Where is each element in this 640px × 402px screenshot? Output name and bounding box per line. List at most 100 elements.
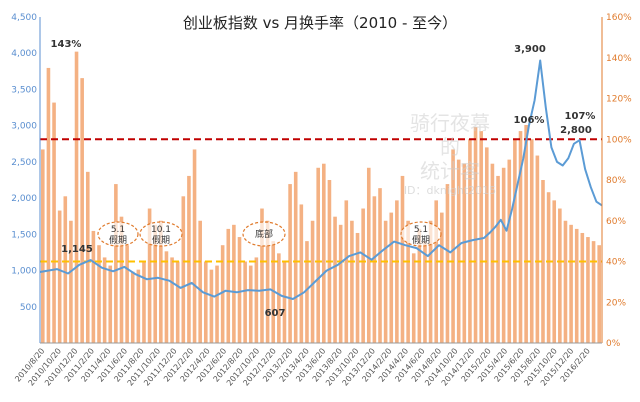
annotation-label: 607 — [265, 308, 286, 319]
turnover-bar — [395, 200, 399, 343]
turnover-bar — [490, 163, 495, 343]
turnover-bar — [434, 200, 439, 343]
turnover-bar — [293, 171, 298, 343]
left-tick-label: 500 — [20, 303, 37, 313]
oval-label-top: 10.1 — [151, 225, 171, 235]
turnover-bar — [164, 251, 169, 343]
turnover-bar — [232, 224, 236, 343]
turnover-bar — [119, 216, 124, 343]
holiday-oval — [139, 221, 183, 247]
turnover-bar — [114, 184, 118, 343]
turnover-bar — [299, 204, 304, 343]
turnover-bar — [462, 163, 467, 343]
left-tick-label: 1,500 — [11, 230, 37, 240]
turnover-bar — [260, 208, 264, 343]
turnover-bar — [265, 220, 270, 343]
oval-label-top: 5.1 — [111, 225, 125, 235]
turnover-bar — [541, 180, 545, 343]
turnover-bar — [175, 261, 180, 343]
turnover-bar — [440, 212, 444, 343]
turnover-bar — [558, 208, 562, 343]
turnover-bar — [361, 208, 365, 343]
turnover-bar — [552, 200, 557, 343]
turnover-bar — [310, 220, 315, 343]
index-line — [39, 59, 603, 300]
turnover-bar — [383, 220, 388, 343]
right-tick-label: 140% — [606, 54, 632, 64]
turnover-bar — [187, 175, 191, 343]
turnover-bar — [91, 230, 96, 343]
oval-label-top: 5.1 — [414, 225, 428, 235]
turnover-bar — [597, 245, 601, 343]
turnover-bars — [41, 51, 601, 344]
annotations: 143% 1,145 607 3,900 106% 107% 2,800 — [51, 39, 596, 319]
turnover-bar — [451, 149, 455, 343]
turnover-bar — [277, 253, 281, 343]
turnover-bar — [355, 232, 360, 343]
turnover-bar — [428, 220, 433, 343]
turnover-bar — [203, 261, 208, 343]
turnover-bar — [153, 224, 158, 343]
turnover-bar — [456, 159, 461, 343]
left-tick-label: 4,500 — [11, 13, 37, 23]
oval-label-bottom: 假期 — [412, 235, 430, 246]
turnover-bar — [524, 124, 528, 343]
turnover-bar — [574, 228, 579, 343]
turnover-bar — [170, 257, 174, 343]
turnover-bar — [445, 184, 450, 343]
watermark-line4: ID：dknight2015 — [404, 184, 496, 197]
annotation-label: 1,145 — [61, 244, 93, 255]
watermark-line1: 骑行夜幕 — [410, 111, 490, 135]
turnover-bar — [535, 155, 540, 343]
holiday-oval — [400, 221, 442, 247]
turnover-bar — [63, 196, 68, 343]
turnover-bar — [69, 220, 73, 343]
turnover-bar — [254, 257, 259, 343]
turnover-bar — [147, 208, 152, 343]
turnover-bar — [479, 131, 483, 343]
turnover-bar — [209, 269, 214, 343]
annotation-label: 106% — [514, 115, 545, 126]
annotation-label: 143% — [51, 39, 82, 50]
right-tick-label: 40% — [606, 258, 626, 268]
turnover-bar — [74, 51, 79, 343]
turnover-bar — [288, 184, 292, 343]
turnover-bar — [378, 188, 382, 343]
turnover-bar — [248, 265, 253, 343]
turnover-bar — [108, 265, 113, 343]
oval-label: 底部 — [255, 228, 273, 240]
annotation-label: 3,900 — [514, 44, 546, 55]
turnover-bar — [389, 212, 394, 343]
watermark-line3: 统计客 — [420, 159, 480, 183]
turnover-bar — [305, 241, 309, 343]
left-tick-label: 2,000 — [11, 194, 37, 204]
index-line-layer — [39, 59, 603, 300]
turnover-bar — [125, 245, 129, 343]
turnover-bar — [366, 167, 371, 343]
turnover-bar — [220, 245, 225, 343]
turnover-bar — [57, 210, 62, 343]
turnover-bar — [322, 163, 326, 343]
turnover-bar — [406, 220, 410, 343]
turnover-bar — [282, 261, 287, 343]
turnover-bar — [102, 257, 107, 343]
turnover-bar — [423, 241, 427, 343]
turnover-bar — [546, 192, 551, 343]
turnover-bar — [473, 127, 478, 344]
left-tick-label: 2,500 — [11, 158, 37, 168]
turnover-bar — [192, 149, 197, 343]
chart-title: 创业板指数 vs 月换手率（2010 - 至今） — [183, 14, 457, 32]
right-tick-label: 0% — [606, 339, 621, 349]
watermark-line2: 的 — [440, 135, 460, 159]
turnover-bar — [411, 253, 416, 343]
turnover-bar — [85, 171, 90, 343]
right-tick-label: 100% — [606, 135, 632, 145]
turnover-bar — [591, 241, 596, 343]
turnover-bar — [52, 102, 56, 343]
right-tick-label: 160% — [606, 13, 632, 23]
turnover-bar — [400, 175, 405, 343]
turnover-bar — [580, 232, 585, 343]
holiday-oval — [242, 221, 286, 247]
